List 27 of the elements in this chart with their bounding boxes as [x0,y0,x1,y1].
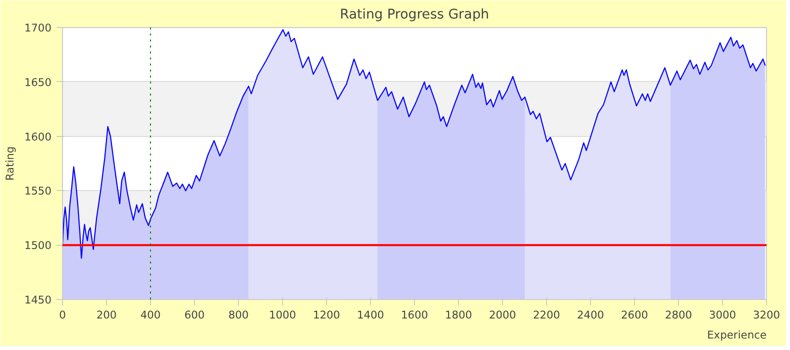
x-tick-label: 2600 [620,308,648,322]
x-tick-label: 3200 [752,308,780,322]
x-tick-label: 200 [96,308,117,322]
x-tick-label: 1000 [268,308,296,322]
x-tick-label: 3000 [708,308,736,322]
x-tick-label: 2000 [488,308,516,322]
x-tick-label: 1800 [444,308,472,322]
y-tick-label: 1450 [24,294,52,306]
chart-title: Rating Progress Graph [340,8,490,22]
y-tick-label: 1500 [24,239,52,252]
x-axis-title: Experience [707,328,767,342]
x-tick-label: 0 [59,308,66,322]
x-tick-label: 400 [140,308,161,322]
x-tick-label: 800 [228,308,249,322]
line-series [62,29,766,259]
x-tick-label: 600 [184,308,205,322]
x-tick-label: 2400 [576,308,604,322]
x-tick-label: 2200 [532,308,560,322]
x-tick-label: 1600 [400,308,428,322]
x-tick-label: 2800 [664,308,692,322]
y-axis-title: Rating [3,146,16,181]
y-tick-label: 1650 [24,76,52,89]
x-tick-label: 1400 [356,308,384,322]
y-tick-label: 1600 [24,130,52,144]
y-tick-label: 1550 [24,184,52,198]
y-tick-label: 1700 [24,22,52,34]
x-tick-label: 1200 [312,308,340,322]
